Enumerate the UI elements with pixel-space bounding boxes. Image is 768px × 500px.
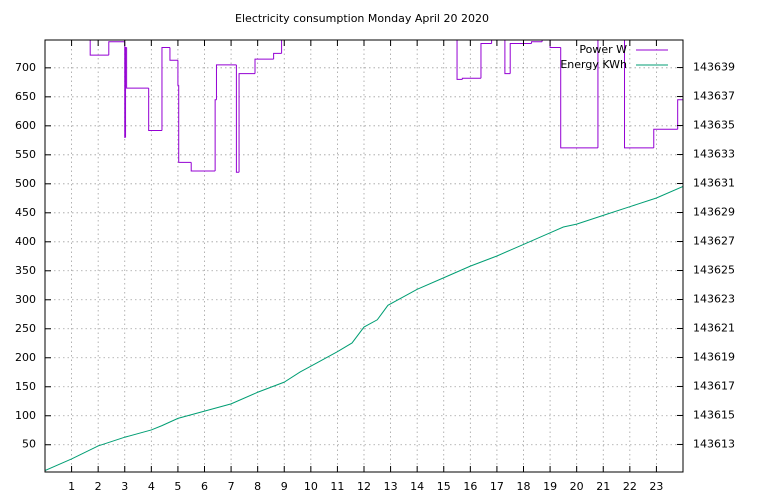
y-tick-label: 500: [15, 177, 36, 190]
legend-label: Power W: [579, 43, 627, 56]
x-tick-label: 22: [623, 480, 637, 493]
power-step: [254, 58, 274, 74]
power-step: [530, 41, 543, 44]
y2-tick-label: 143617: [693, 379, 735, 392]
x-tick-label: 19: [543, 480, 557, 493]
y2-tick-label: 143621: [693, 321, 735, 334]
y-tick-label: 400: [15, 235, 36, 248]
y-tick-label: 700: [15, 61, 36, 74]
power-step: [89, 40, 109, 56]
x-tick-label: 4: [148, 480, 155, 493]
power-step: [148, 88, 162, 131]
power-step: [560, 47, 598, 149]
y-tick-label: 200: [15, 351, 36, 364]
x-tick-label: 18: [517, 480, 531, 493]
x-tick-label: 17: [490, 480, 504, 493]
power-step: [491, 40, 493, 44]
y2-tick-label: 143613: [693, 437, 735, 450]
x-tick-label: 7: [228, 480, 235, 493]
y2-tick-label: 143629: [693, 206, 735, 219]
power-step: [178, 85, 192, 163]
x-tick-label: 21: [596, 480, 610, 493]
chart-title: Electricity consumption Monday April 20 …: [235, 12, 489, 25]
y-tick-label: 100: [15, 409, 36, 422]
x-tick-label: 9: [281, 480, 288, 493]
x-tick-label: 1: [68, 480, 75, 493]
legend-label: Energy KWh: [560, 58, 627, 71]
grid: [45, 40, 683, 472]
x-tick-label: 23: [649, 480, 663, 493]
x-tick-label: 6: [201, 480, 208, 493]
power-step: [108, 41, 125, 56]
x-tick-label: 5: [174, 480, 181, 493]
y-tick-label: 150: [15, 380, 36, 393]
power-step: [235, 64, 240, 173]
power-step: [161, 47, 170, 131]
y2-tick-label: 143615: [693, 408, 735, 421]
x-tick-label: 11: [330, 480, 344, 493]
y2-tick-label: 143631: [693, 177, 735, 190]
y-tick-label: 450: [15, 206, 36, 219]
x-tick-label: 12: [357, 480, 371, 493]
power-step: [677, 99, 683, 130]
power-step: [549, 40, 561, 49]
y-tick-label: 600: [15, 119, 36, 132]
y2-tick-label: 143625: [693, 263, 735, 276]
x-tick-label: 13: [384, 480, 398, 493]
y-tick-label: 550: [15, 148, 36, 161]
power-step: [169, 47, 178, 61]
y2-tick-label: 143637: [693, 90, 735, 103]
x-tick-label: 14: [410, 480, 424, 493]
power-step: [541, 40, 543, 42]
y-tick-label: 250: [15, 322, 36, 335]
power-step: [273, 52, 282, 60]
y-tick-label: 350: [15, 264, 36, 277]
power-step: [653, 128, 678, 148]
x-tick-label: 3: [121, 480, 128, 493]
y2-tick-label: 143623: [693, 292, 735, 305]
x-tick-label: 16: [463, 480, 477, 493]
x-tick-label: 15: [437, 480, 451, 493]
x-tick-label: 2: [95, 480, 102, 493]
power-step: [461, 77, 481, 80]
power-step: [504, 40, 511, 75]
power-step: [190, 162, 216, 172]
energy-line: [45, 185, 683, 472]
power-step: [238, 73, 256, 173]
y-tick-label: 650: [15, 90, 36, 103]
x-tick-label: 10: [304, 480, 318, 493]
y2-tick-label: 143619: [693, 350, 735, 363]
power-step: [597, 40, 599, 148]
power-step: [624, 40, 654, 149]
y2-tick-label: 143635: [693, 119, 735, 132]
power-step: [215, 64, 237, 100]
power-step: [214, 99, 217, 172]
y-tick-label: 300: [15, 293, 36, 306]
plot-area: [45, 40, 683, 472]
power-step: [509, 42, 532, 74]
y2-tick-label: 143639: [693, 61, 735, 74]
power-step: [480, 42, 492, 79]
y-tick-label: 50: [22, 438, 36, 451]
legend: Power W Energy KWh: [560, 43, 668, 71]
y2-tick-label: 143633: [693, 148, 735, 161]
power-step: [126, 47, 149, 89]
x-tick-label: 20: [570, 480, 584, 493]
y2-tick-label: 143627: [693, 235, 735, 248]
power-step: [456, 40, 463, 80]
power-step: [177, 60, 179, 86]
x-tick-label: 8: [254, 480, 261, 493]
